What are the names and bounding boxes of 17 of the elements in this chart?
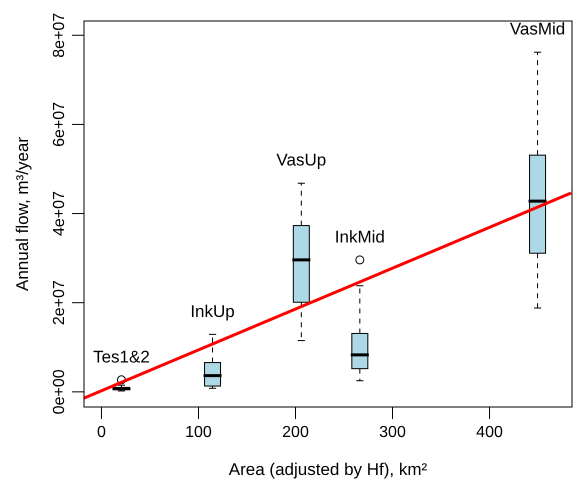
y-tick-label: 8e+07: [51, 12, 68, 58]
y-axis-title: Annual flow, m³/year: [13, 136, 32, 292]
x-tick-label: 400: [476, 424, 503, 441]
annotation: VasMid: [510, 20, 566, 39]
y-tick-label: 0e+00: [51, 369, 68, 414]
x-tick-label: 200: [282, 424, 309, 441]
x-tick-label: 0: [97, 424, 106, 441]
annotation: Tes1&2: [93, 347, 150, 366]
y-tick-label: 2e+07: [51, 280, 68, 326]
annotation: InkUp: [190, 302, 235, 321]
x-tick-label: 300: [379, 424, 406, 441]
annotation: InkMid: [334, 227, 385, 246]
annotation: VasUp: [276, 150, 326, 170]
x-axis-title: Area (adjusted by Hf), km²: [228, 460, 428, 479]
x-tick-label: 100: [185, 424, 212, 441]
y-tick-label: 4e+07: [51, 190, 68, 236]
y-tick-label: 6e+07: [51, 102, 68, 147]
